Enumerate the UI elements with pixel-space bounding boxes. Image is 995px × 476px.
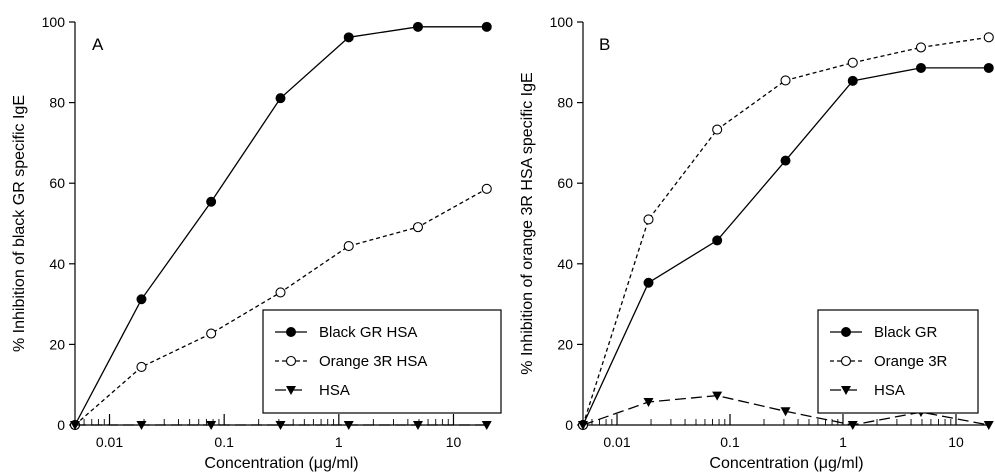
data-point bbox=[275, 93, 286, 104]
legend-marker bbox=[285, 355, 297, 367]
data-point bbox=[643, 277, 654, 288]
series-orange-3r bbox=[577, 32, 994, 431]
legend: Black GR Orange 3R HSA bbox=[817, 309, 979, 414]
legend-item: HSA bbox=[275, 382, 350, 399]
legend-marker bbox=[286, 327, 296, 337]
legend: Black GR HSA Orange 3R HSA HSA bbox=[262, 309, 502, 414]
data-point bbox=[206, 328, 217, 339]
legend-label: Black GR bbox=[874, 324, 938, 341]
data-point bbox=[712, 124, 723, 135]
x-axis-title: Concentration (μg/ml) bbox=[709, 455, 863, 472]
data-point bbox=[206, 196, 217, 207]
data-point bbox=[136, 361, 147, 373]
legend-marker bbox=[841, 386, 851, 395]
y-tick-label: 60 bbox=[49, 175, 65, 191]
legend-item: Orange 3R HSA bbox=[275, 353, 427, 370]
legend-item: Black GR bbox=[830, 324, 938, 341]
x-tick-label: 1 bbox=[839, 434, 847, 450]
legend-marker bbox=[840, 355, 852, 367]
data-point bbox=[983, 32, 994, 43]
legend-box bbox=[262, 309, 502, 414]
data-point bbox=[343, 421, 354, 430]
x-axis-title: Concentration (μg/ml) bbox=[204, 455, 358, 472]
legend-marker bbox=[286, 386, 296, 395]
y-tick-label: 80 bbox=[557, 95, 573, 111]
y-tick-label: 100 bbox=[550, 14, 574, 30]
data-point bbox=[578, 421, 588, 430]
y-tick-label: 60 bbox=[557, 175, 573, 191]
x-tick-label: 0.01 bbox=[603, 434, 630, 450]
data-point bbox=[412, 421, 423, 430]
x-tick-label: 10 bbox=[948, 434, 964, 450]
data-point bbox=[275, 421, 286, 430]
series-hsa bbox=[70, 421, 492, 430]
y-tick-label: 0 bbox=[57, 417, 65, 433]
panel-label: B bbox=[599, 35, 610, 54]
data-point bbox=[481, 21, 492, 32]
x-tick-label: 0.01 bbox=[96, 434, 123, 450]
legend-label: HSA bbox=[874, 382, 905, 399]
data-point bbox=[412, 222, 424, 233]
y-tick-label: 80 bbox=[49, 95, 65, 111]
data-point bbox=[712, 391, 723, 401]
legend-item: Orange 3R bbox=[830, 353, 948, 370]
data-point bbox=[275, 287, 286, 298]
data-point bbox=[136, 421, 147, 430]
chart-panel-b: 0 20 40 60 80 100 0.01 0.1 1 10 Concentration (μg/… bbox=[519, 14, 994, 472]
x-tick-label: 0.1 bbox=[720, 434, 740, 450]
data-point bbox=[780, 75, 791, 86]
data-point bbox=[915, 42, 927, 53]
data-point bbox=[643, 214, 654, 225]
data-point bbox=[343, 32, 354, 43]
data-point bbox=[712, 235, 723, 246]
y-tick-label: 0 bbox=[565, 417, 573, 433]
data-point bbox=[847, 75, 858, 86]
data-point bbox=[983, 62, 994, 73]
legend-marker bbox=[841, 327, 851, 337]
data-point bbox=[481, 421, 492, 430]
x-tick-label: 1 bbox=[335, 434, 343, 450]
data-point bbox=[847, 421, 858, 430]
data-point bbox=[643, 398, 654, 408]
legend-item: HSA bbox=[830, 382, 905, 399]
y-axis-title: % Inhibition of orange 3R HSA specific I… bbox=[519, 72, 536, 374]
data-point bbox=[780, 155, 791, 166]
legend-label: Black GR HSA bbox=[319, 324, 417, 341]
data-point bbox=[343, 241, 354, 252]
data-point bbox=[70, 421, 80, 430]
data-point bbox=[915, 62, 926, 73]
y-axis-title: % Inhibition of black GR specific IgE bbox=[11, 95, 28, 352]
data-point bbox=[136, 294, 147, 305]
data-point bbox=[206, 421, 217, 430]
legend-label: Orange 3R HSA bbox=[319, 353, 427, 370]
y-tick-label: 100 bbox=[42, 14, 66, 30]
data-point bbox=[780, 407, 791, 417]
series-orange-3r-hsa bbox=[69, 183, 492, 431]
data-point bbox=[983, 421, 994, 430]
legend-item: Black GR HSA bbox=[275, 324, 417, 341]
legend-label: Orange 3R bbox=[874, 353, 948, 370]
chart-panel-a: 0 20 40 60 80 100 0.01 0.1 1 10 Concentration (μg/… bbox=[11, 14, 502, 472]
y-tick-label: 40 bbox=[49, 256, 65, 272]
data-point bbox=[412, 21, 423, 32]
data-point bbox=[481, 183, 492, 194]
panel-label: A bbox=[92, 35, 104, 54]
y-tick-label: 20 bbox=[557, 336, 573, 352]
y-tick-label: 40 bbox=[557, 256, 573, 272]
x-tick-label: 10 bbox=[446, 434, 462, 450]
y-tick-label: 20 bbox=[49, 336, 65, 352]
data-point bbox=[847, 57, 858, 68]
legend-label: HSA bbox=[319, 382, 350, 399]
x-tick-label: 0.1 bbox=[214, 434, 234, 450]
